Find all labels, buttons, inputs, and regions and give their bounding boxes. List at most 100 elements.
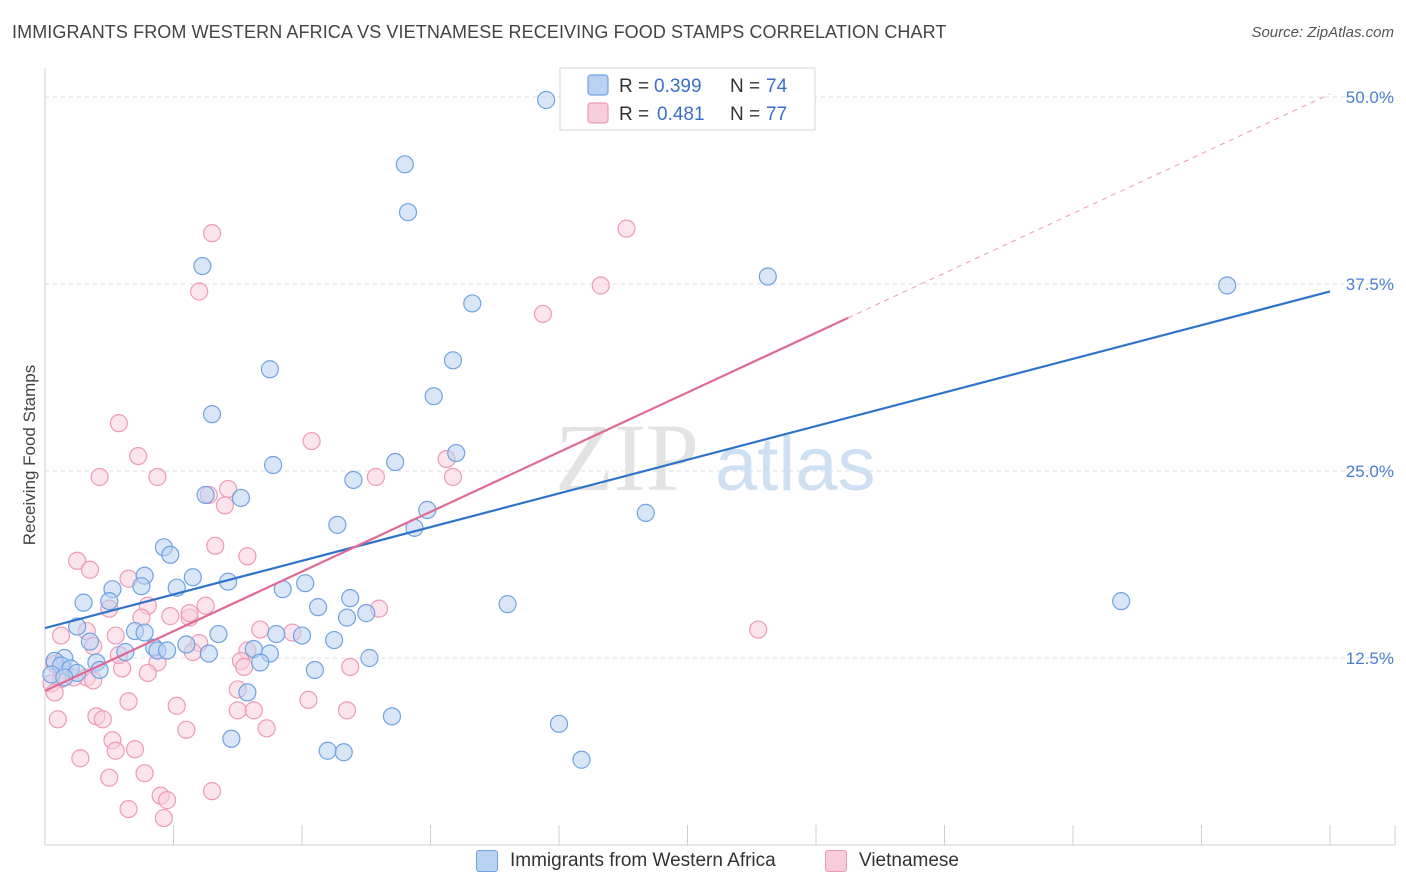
western-africa-point (177, 635, 196, 654)
vietnamese-point (591, 276, 610, 295)
western-africa-point (100, 592, 119, 611)
western-africa-point (292, 626, 312, 645)
watermark-atlas: atlas (715, 422, 876, 507)
legend-r-value-1: 0.399 (654, 76, 702, 97)
legend-n-value-1: 74 (766, 76, 788, 97)
western-africa-point (74, 593, 93, 612)
vietnamese-point (299, 690, 318, 709)
legend-label-vietnamese: Vietnamese (859, 850, 959, 871)
western-africa-point (305, 660, 324, 680)
vietnamese-point (302, 431, 321, 451)
western-africa-point (386, 452, 405, 472)
western-africa-point (267, 624, 286, 644)
vietnamese-point (190, 282, 209, 301)
legend-n-label-2: N = (730, 104, 760, 125)
vietnamese-point (443, 467, 463, 487)
western-africa-point (447, 443, 466, 463)
western-africa-point (260, 360, 279, 379)
vietnamese-point (206, 536, 225, 555)
legend-r-label-2: R = (619, 104, 649, 125)
western-africa-point (382, 707, 402, 726)
legend-r-value-2: 0.481 (657, 104, 705, 125)
legend-n-value-2: 77 (766, 104, 787, 125)
axes (44, 68, 1396, 846)
y-tick-label-3: 50.0% (1346, 88, 1394, 107)
western-africa-point (80, 632, 100, 651)
western-africa-point (199, 644, 218, 663)
western-africa-point (360, 648, 379, 668)
bottom-legend: Immigrants from Western Africa Vietnames… (0, 850, 1406, 880)
trend-line-vietnamese (44, 316, 849, 692)
legend-item-western-africa: Immigrants from Western Africa (476, 850, 776, 872)
vietnamese-point (366, 467, 385, 487)
vietnamese-point (177, 720, 196, 739)
western-africa-point (443, 351, 463, 370)
western-africa-point (263, 455, 283, 475)
y-tick-label-0: 12.5% (1346, 649, 1394, 668)
western-africa-point (55, 668, 74, 687)
western-africa-point (231, 488, 251, 508)
vietnamese-point (157, 791, 177, 810)
western-africa-point (424, 387, 443, 406)
vietnamese-point (235, 657, 254, 677)
western-africa-point (135, 623, 154, 642)
vietnamese-point (80, 560, 100, 579)
vietnamese-point (148, 467, 167, 487)
western-africa-point (537, 90, 556, 110)
western-africa-point (132, 577, 151, 596)
vietnamese-point (106, 626, 125, 645)
chart-title: IMMIGRANTS FROM WESTERN AFRICA VS VIETNA… (12, 22, 947, 42)
vietnamese-point (119, 692, 138, 711)
western-africa-point (463, 294, 482, 313)
western-africa-point (222, 729, 241, 748)
western-africa-point (318, 741, 337, 760)
legend-item-vietnamese: Vietnamese (825, 850, 959, 872)
western-africa-point (1218, 276, 1237, 295)
western-africa-point (296, 574, 315, 593)
legend-swatch-vietnamese (825, 850, 847, 872)
western-africa-point (1112, 592, 1131, 611)
western-africa-point (68, 617, 87, 636)
vietnamese-point (51, 626, 71, 645)
trend-line-vietnamese-extension (847, 93, 1331, 319)
vietnamese-point (202, 782, 222, 801)
western-africa-point (161, 545, 180, 564)
western-africa-point (183, 568, 202, 587)
y-tick-label-2: 37.5% (1346, 275, 1394, 294)
vietnamese-point (48, 710, 67, 729)
western-africa-point (357, 604, 376, 623)
vietnamese-point (119, 799, 138, 819)
western-africa-point (328, 515, 347, 534)
vietnamese-point (180, 604, 199, 623)
western-africa-point (238, 683, 257, 702)
top-legend: R = 0.399 N = 74 R = 0.481 N = 77 (559, 67, 816, 131)
western-africa-point (202, 405, 222, 424)
western-africa-point (325, 630, 344, 650)
vietnamese-point (196, 596, 215, 615)
western-africa-point (398, 203, 418, 222)
western-africa-point (251, 653, 270, 672)
vietnamese-point (257, 719, 276, 738)
western-africa-point (341, 589, 360, 608)
watermark: ZIP atlas (555, 404, 876, 511)
tick-labels: 12.5%25.0%37.5%50.0%0.0%40.0% (1346, 88, 1394, 668)
vietnamese-point (125, 740, 145, 759)
vietnamese-point (228, 701, 247, 720)
vietnamese-point (100, 768, 119, 787)
vietnamese-point (135, 764, 154, 783)
vietnamese-point (341, 657, 360, 677)
legend-label-western-africa: Immigrants from Western Africa (510, 850, 776, 871)
legend-swatch-western-africa (476, 850, 498, 872)
vietnamese-point (238, 547, 257, 566)
legend-swatch-blue (587, 74, 609, 96)
western-africa-points (42, 90, 1237, 769)
vietnamese-point (617, 219, 636, 238)
y-tick-label-1: 25.0% (1346, 462, 1394, 481)
vietnamese-point (90, 467, 109, 487)
western-africa-point (498, 595, 517, 614)
vietnamese-point (106, 741, 125, 760)
western-africa-point (395, 155, 414, 174)
vietnamese-point (251, 620, 270, 639)
vietnamese-point (167, 696, 186, 715)
vietnamese-point (337, 701, 357, 720)
